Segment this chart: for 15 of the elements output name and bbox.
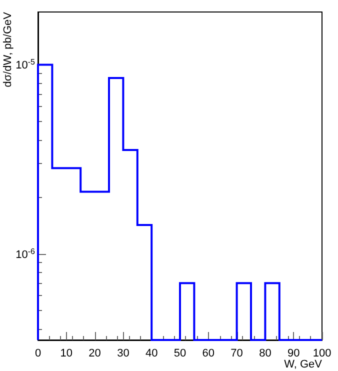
x-axis-title: W, GeV bbox=[284, 358, 323, 370]
x-tick-label: 50 bbox=[174, 348, 186, 360]
y-tick-label: 10$^{-6}$ bbox=[16, 246, 36, 261]
x-tick-label: 20 bbox=[88, 348, 101, 360]
y-axis-title: dσ/dW, pb/GeV bbox=[2, 11, 14, 88]
x-tick-label: 60 bbox=[202, 348, 215, 360]
y-tick-label: 10$^{-5}$ bbox=[16, 57, 36, 72]
x-tick-label: 90 bbox=[287, 348, 300, 360]
x-tick-label: 70 bbox=[230, 348, 243, 360]
x-tick-label: 30 bbox=[117, 348, 130, 360]
x-tick-label: 0 bbox=[34, 348, 42, 360]
x-tick-label: 10 bbox=[60, 348, 73, 360]
x-tick-label: 100 bbox=[312, 348, 332, 360]
x-tick-label: 80 bbox=[259, 348, 272, 360]
x-tick-label: 40 bbox=[145, 348, 158, 360]
